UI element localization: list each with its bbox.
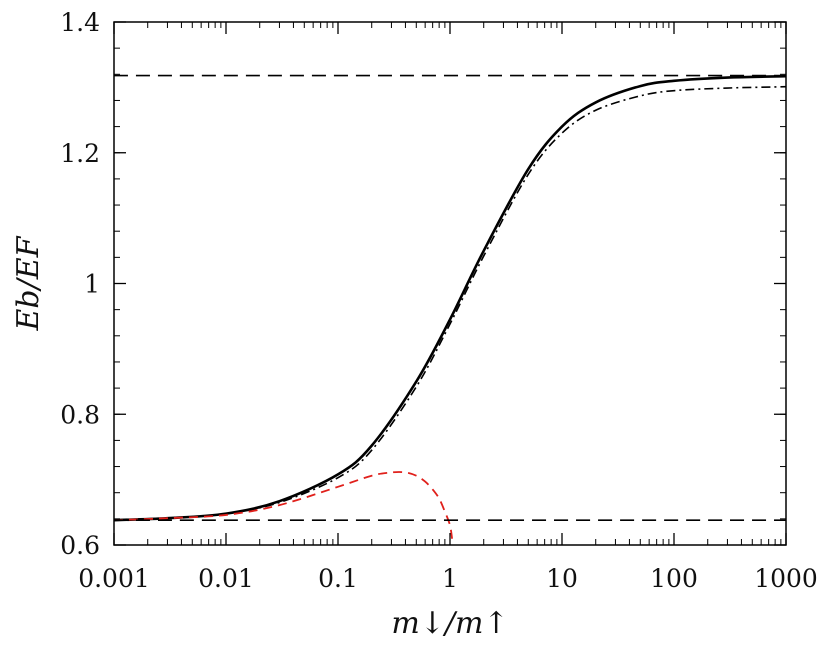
x-tick-label: 1 — [442, 564, 458, 593]
x-tick-label: 1000 — [754, 564, 818, 593]
y-tick-label: 1.4 — [60, 8, 100, 37]
series-layer — [114, 74, 786, 542]
y-tick-label: 1.2 — [60, 139, 100, 168]
x-axis-title: m↓/m↑ — [391, 606, 508, 641]
labels-layer: 0.001 0.01 0.1 1 10 100 1000 0.6 0.8 1 1.2 1.4 — [60, 8, 818, 593]
plot-frame — [113, 21, 787, 546]
x-tick-label: 0.1 — [318, 564, 358, 593]
series-line-solid-0 — [114, 74, 786, 522]
x-tick-label: 0.01 — [198, 564, 254, 593]
y-tick-label: 0.8 — [60, 400, 100, 429]
x-tick-label: 100 — [650, 564, 698, 593]
ticks-layer — [113, 21, 787, 546]
series-line-dash-dot-1 — [114, 85, 786, 521]
y-axis-title: Eb/EF — [11, 235, 46, 331]
y-tick-label: 0.6 — [60, 531, 100, 560]
x-tick-label: 10 — [546, 564, 578, 593]
y-tick-label: 1 — [84, 270, 100, 299]
x-tick-label: 0.001 — [78, 564, 150, 593]
series-line-dashed-2 — [114, 471, 454, 542]
